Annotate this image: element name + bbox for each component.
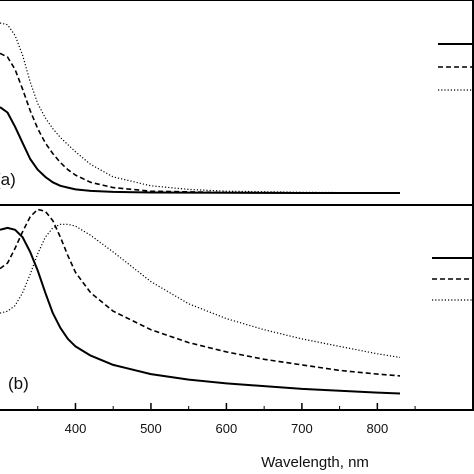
panel-b-curves [0,208,401,395]
panel-b-dashed-series-line [0,208,401,377]
x-tick-label-800: 800 [366,421,388,436]
panel-a-solid-series-line [0,106,400,194]
panel-a-dashed-series-line [0,52,401,194]
panel-b-legend [432,257,474,301]
panel-a-legend [438,43,474,91]
panel-b-solid-series-line [0,226,401,395]
x-tick-label-500: 500 [140,421,162,436]
x-tick-label-400: 400 [65,421,87,436]
x-axis-title: Wavelength, nm [261,454,369,471]
panel-b-x-ticks: 400 500 600 700 800 [37,403,416,436]
x-tick-label-600: 600 [216,421,238,436]
panel-b-dotted-series-line [0,223,401,358]
panel-b-label: (b) [8,374,29,393]
x-tick-label-700: 700 [291,421,313,436]
panel-a-curves [0,22,401,194]
panel-b: (b) 400 500 600 700 800 Wavelength, nm [0,204,474,471]
panel-a-label: (a) [0,170,16,189]
panel-a-dotted-series-line [0,22,401,194]
